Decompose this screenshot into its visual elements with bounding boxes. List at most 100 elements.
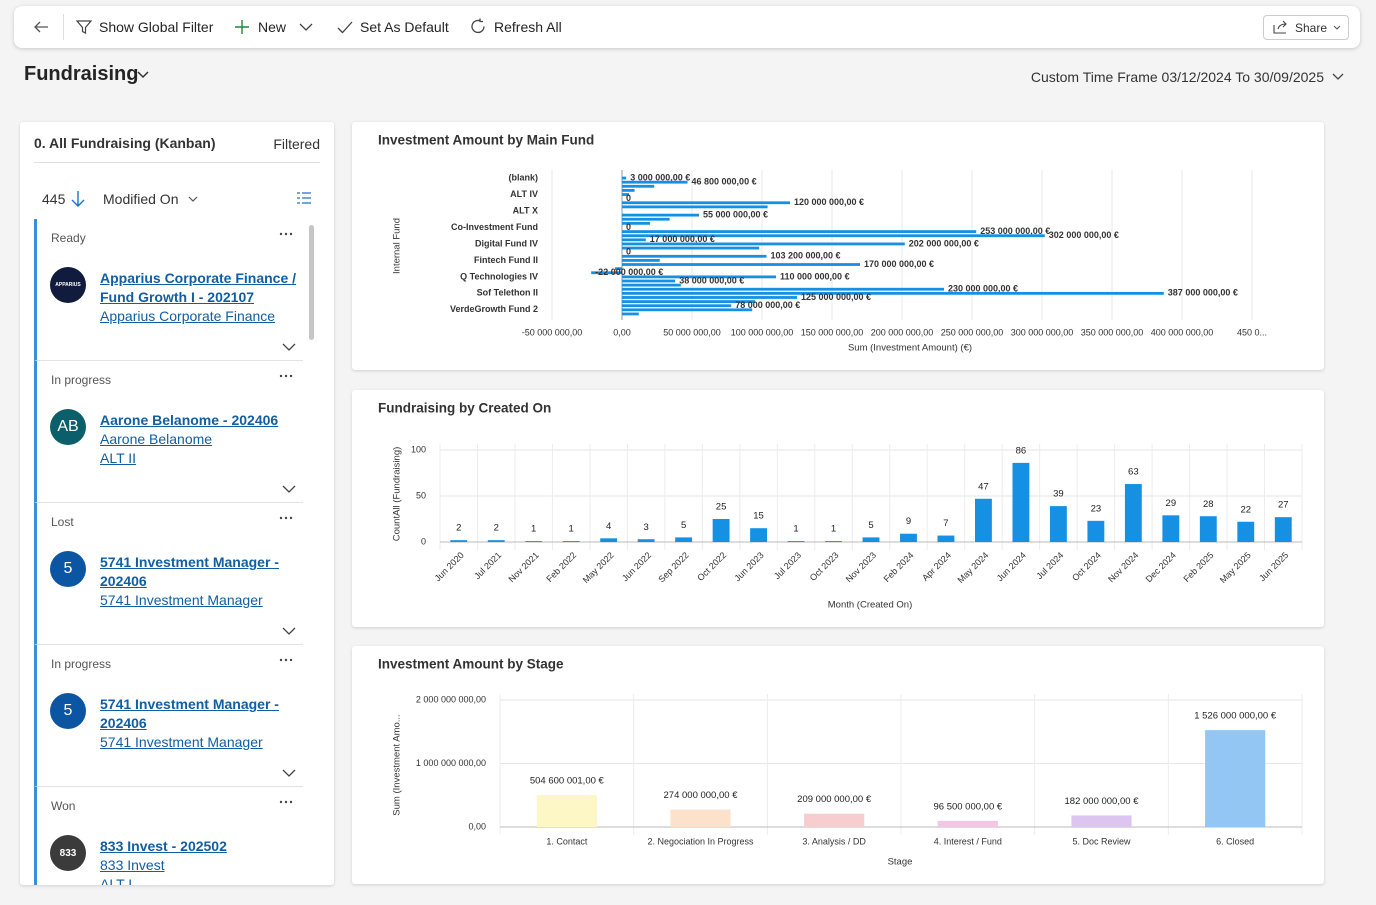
bar (712, 519, 730, 542)
bar (622, 184, 655, 188)
card-title[interactable]: Aarone Belanome - 202406 (100, 412, 279, 428)
card-content: 5741 Investment Manager - 202406 5741 Inv… (100, 553, 300, 610)
chart-title: Investment Amount by Stage (378, 657, 564, 672)
x-tick-label: Jun 2020 (433, 550, 466, 583)
sort-chevron[interactable] (188, 196, 198, 203)
bar (622, 312, 639, 316)
card-title[interactable]: 5741 Investment Manager - 202406 (100, 554, 279, 589)
card: In progress AB Aarone Belanome - 202406 Aar… (34, 361, 303, 503)
expand-card[interactable] (282, 769, 296, 778)
bar (622, 205, 768, 209)
dashboard-title[interactable]: Fundraising (24, 63, 139, 85)
set-as-default[interactable]: Set As Default (360, 19, 449, 35)
expand-card[interactable] (282, 627, 296, 636)
data-label: 0 (626, 193, 631, 203)
scrollbar[interactable] (309, 225, 314, 340)
x-tick-label: May 2024 (956, 550, 991, 585)
bar (804, 813, 865, 827)
more-options[interactable] (278, 799, 294, 805)
x-tick-label: 4. Interest / Fund (934, 836, 1002, 846)
card-title[interactable]: Apparius Corporate Finance / Fund Growth… (100, 270, 297, 305)
new-dropdown[interactable] (299, 20, 313, 34)
card-link[interactable]: 833 Invest (100, 857, 165, 873)
card-link[interactable]: ALT I (100, 876, 133, 885)
separator (34, 162, 320, 163)
bar (487, 540, 505, 542)
more-options[interactable] (278, 373, 294, 379)
avatar: 5 (50, 693, 86, 729)
bar (622, 296, 797, 299)
x-axis-label: Month (Created On) (828, 600, 912, 611)
data-label: 209 000 000,00 € (797, 794, 872, 805)
x-tick-label: Sep 2022 (656, 550, 690, 584)
back-icon[interactable] (32, 19, 50, 35)
data-label: 1 (831, 524, 836, 535)
expand-card[interactable] (282, 485, 296, 494)
data-label: 9 (906, 516, 911, 527)
x-tick-label: 150 000 000,00 (801, 327, 864, 337)
card-status: Ready (51, 231, 86, 245)
sort-direction[interactable] (71, 190, 85, 208)
bar (975, 498, 992, 542)
refresh-all[interactable]: Refresh All (494, 19, 562, 35)
title-chevron[interactable] (136, 70, 150, 80)
y-tick-label: 100 (411, 444, 426, 454)
data-label: 3 (643, 522, 648, 533)
data-label: 55 000 000,00 € (703, 209, 768, 219)
card-link[interactable]: 5741 Investment Manager (100, 592, 263, 608)
bar (1087, 520, 1105, 542)
y-tick-label: (blank) (508, 172, 538, 182)
new-button[interactable]: New (258, 19, 287, 35)
more-options[interactable] (278, 231, 294, 237)
bar (622, 213, 699, 217)
data-label: 78 000 000,00 € (735, 300, 800, 310)
card-link[interactable]: ALT II (100, 450, 137, 466)
expand-card[interactable] (282, 343, 296, 352)
card-status: Lost (51, 515, 74, 529)
command-bar: Show Global Filter New Set As Default Re… (14, 6, 1360, 48)
y-axis-label: CountAll (Fundraising) (392, 447, 403, 542)
x-tick-label: 6. Closed (1216, 836, 1254, 846)
x-tick-label: May 2022 (581, 550, 616, 585)
data-label: 25 (716, 502, 727, 513)
card-link[interactable]: 5741 Investment Manager (100, 734, 263, 750)
data-label: 39 (1053, 489, 1064, 500)
data-label: 120 000 000,00 € (794, 197, 864, 207)
time-chevron[interactable] (1331, 72, 1345, 82)
data-label: 3 000 000,00 € (630, 172, 690, 182)
data-label: 110 000 000,00 € (780, 271, 850, 281)
bar (622, 279, 676, 283)
data-label: 46 800 000,00 € (692, 177, 757, 187)
bar (622, 230, 977, 233)
card-link[interactable]: Apparius Corporate Finance (100, 308, 276, 324)
data-label: 1 (793, 524, 798, 535)
card: Won 833 833 Invest - 202502 833 Invest ALT I (34, 787, 303, 885)
y-tick-label: VerdeGrowth Fund 2 (450, 304, 538, 314)
bar (591, 271, 622, 275)
bar (1012, 462, 1030, 542)
more-options[interactable] (278, 515, 294, 521)
card-link[interactable]: Aarone Belanome (100, 431, 213, 447)
data-label: 7 (943, 518, 948, 529)
data-label: 2 (494, 523, 499, 534)
share-button[interactable]: Share (1263, 15, 1349, 40)
bar (622, 308, 753, 312)
more-options[interactable] (278, 657, 294, 663)
filter-state: Filtered (273, 136, 320, 152)
x-tick-label: Oct 2023 (808, 550, 841, 583)
x-tick-label: Oct 2022 (695, 550, 728, 583)
sort-field[interactable]: Modified On (103, 191, 179, 207)
card-content: Aarone Belanome - 202406 Aarone Belanome A… (100, 411, 300, 468)
card-title[interactable]: 5741 Investment Manager - 202406 (100, 696, 279, 731)
data-label: 1 526 000 000,00 € (1194, 711, 1277, 722)
view-options[interactable] (296, 191, 312, 205)
show-global-filter[interactable]: Show Global Filter (99, 19, 214, 35)
bar (622, 283, 681, 287)
time-frame[interactable]: Custom Time Frame 03/12/2024 To 30/09/20… (1030, 69, 1324, 85)
bar (1071, 815, 1132, 827)
x-tick-label: 450 0... (1237, 327, 1267, 337)
card-content: 5741 Investment Manager - 202406 5741 Inv… (100, 695, 300, 752)
data-label: 103 200 000,00 € (770, 251, 840, 261)
card-title[interactable]: 833 Invest - 202502 (100, 838, 227, 854)
data-label: 23 (1091, 503, 1102, 514)
